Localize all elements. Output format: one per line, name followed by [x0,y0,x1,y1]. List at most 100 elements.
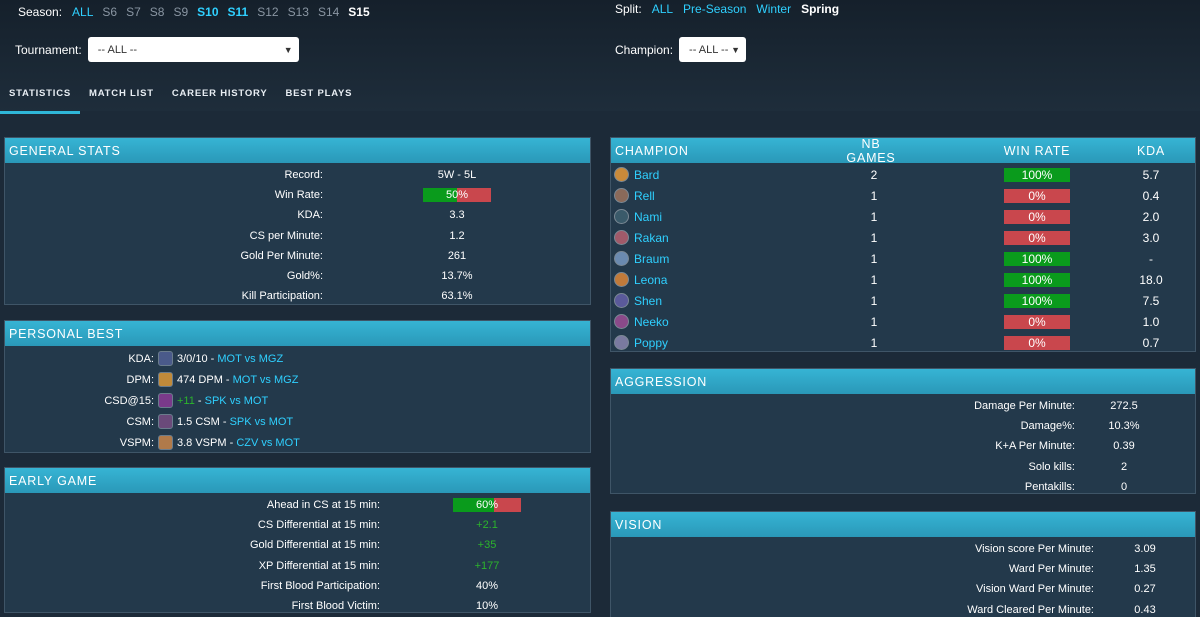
stat-row: XP Differential at 15 min: +177 [5,556,590,576]
tab-career-history[interactable]: CAREER HISTORY [171,88,268,99]
tournament-select-value: -- ALL -- [97,43,138,56]
split-option-spring[interactable]: Spring [801,2,840,16]
stat-value: +2.1 [476,519,498,532]
season-option-s13[interactable]: S13 [287,5,309,19]
stat-value: 40% [475,579,499,592]
tournament-filter: Tournament: -- ALL -- ▼ [15,37,299,62]
personal-best-row: CSD@15: +11 - SPK vs MOT [5,390,590,411]
personal-best-label: DPM: [126,373,155,386]
match-link[interactable]: SPK vs MOT [229,415,294,428]
champion-portrait-icon [614,272,629,287]
stat-row: Damage Per Minute: 272.5 [611,396,1195,416]
win-rate-bar: 50% [423,188,491,203]
games-count: 1 [870,230,878,245]
season-filter: Season: ALL S6 S7 S8 S9 S10 S11 S12 S13 S14 S15 [18,5,379,19]
stat-row: Damage%: 10.3% [611,416,1195,436]
stat-label: Gold Differential at 15 min: [249,539,380,552]
kda-value: 0.7 [1142,335,1160,350]
stat-label: Damage%: [1020,420,1075,433]
separator: - [226,436,237,449]
chevron-down-icon: ▼ [731,44,741,55]
champion-name-link[interactable]: Leona [634,272,668,287]
stat-value: 50% [445,189,469,202]
champion-name-link[interactable]: Neeko [634,314,669,329]
personal-best-value: 474 DPM [177,373,223,386]
stat-row: Win Rate: 50% [5,185,590,205]
stat-value: 261 [447,249,467,262]
champion-cell: Rakan [611,230,786,245]
champion-name-link[interactable]: Bard [634,167,660,182]
stat-row: First Blood Victim: 10% [5,596,590,616]
split-option-winter[interactable]: Winter [756,2,792,16]
season-option-s15[interactable]: S15 [348,5,370,19]
season-option-s10[interactable]: S10 [197,5,219,19]
champion-name-link[interactable]: Rakan [634,230,669,245]
season-option-s12[interactable]: S12 [257,5,279,19]
tournament-select[interactable]: -- ALL -- ▼ [87,37,299,62]
stat-value: 0.43 [1134,603,1156,616]
games-column-header: NB GAMES [846,136,896,165]
stat-label: Win Rate: [274,189,323,202]
champion-portrait-icon [614,209,629,224]
champion-row: Leona 1 100% 18.0 [611,269,1195,290]
bar-win-fill [423,188,457,203]
match-link[interactable]: SPK vs MOT [204,394,269,407]
champion-row: Poppy 1 0% 0.7 [611,332,1195,353]
champion-portrait-icon [614,251,629,266]
champion-select-value: -- ALL -- [689,43,729,56]
chevron-down-icon: ▼ [283,44,293,55]
champion-table-panel: CHAMPION NB GAMES WIN RATE KDA Bard 2 100%… [610,137,1196,352]
vision-title: VISION [611,512,1195,537]
stat-value: 63.1% [441,290,473,303]
tab-match-list[interactable]: MATCH LIST [89,88,154,99]
champion-row: Neeko 1 0% 1.0 [611,311,1195,332]
stat-value: 3.3 [449,209,465,222]
win-rate-badge: 0% [1004,209,1070,224]
separator: - [222,373,233,386]
split-option-all[interactable]: ALL [651,2,674,16]
match-link[interactable]: CZV vs MOT [236,436,300,449]
stat-row: Kill Participation: 63.1% [5,286,590,306]
games-count: 1 [870,251,878,266]
stat-row: CS per Minute: 1.2 [5,226,590,246]
champion-name-link[interactable]: Braum [634,251,670,266]
win-rate-badge: 0% [1004,335,1070,350]
stat-value: +35 [477,539,497,552]
bar-loss-fill [493,498,521,512]
stat-label: Pentakills: [1024,480,1075,493]
match-link[interactable]: MOT vs MGZ [217,352,284,365]
match-link[interactable]: MOT vs MGZ [232,373,299,386]
early-game-title: EARLY GAME [5,468,590,493]
champion-name-link[interactable]: Shen [634,293,663,308]
stat-label: Ward Cleared Per Minute: [967,603,1094,616]
season-option-s7[interactable]: S7 [126,5,141,19]
stat-value: 272.5 [1110,400,1138,412]
champion-name-link[interactable]: Nami [634,209,663,224]
filter-bar: Season: ALL S6 S7 S8 S9 S10 S11 S12 S13 S14 S15 Sp… [0,0,1200,114]
champion-name-link[interactable]: Poppy [634,335,669,350]
separator: - [207,352,218,365]
personal-best-label: CSM: [126,415,155,428]
tab-best-plays[interactable]: BEST PLAYS [285,88,353,99]
split-option-pre-season[interactable]: Pre-Season [683,2,747,16]
stat-row: Gold%: 13.7% [5,266,590,286]
champion-select[interactable]: -- ALL -- ▼ [679,37,747,62]
tab-statistics[interactable]: STATISTICS [0,82,81,114]
win-rate-badge: 0% [1004,188,1070,203]
champion-portrait-icon [614,293,629,308]
champion-portrait-icon [158,393,173,408]
stat-label: Ahead in CS at 15 min: [266,499,380,511]
champion-row: Braum 1 100% - [611,248,1195,269]
champion-cell: Shen [611,293,786,308]
season-option-s14[interactable]: S14 [317,5,340,19]
season-option-s9[interactable]: S9 [173,5,189,19]
season-option-s6[interactable]: S6 [102,5,118,19]
stat-label: Ward Per Minute: [1008,563,1094,576]
season-option-s8[interactable]: S8 [149,5,165,19]
season-option-all[interactable]: ALL [72,5,94,19]
season-option-s11[interactable]: S11 [227,5,249,19]
champion-name-link[interactable]: Rell [634,188,655,203]
aggression-panel: AGGRESSION Damage Per Minute: 272.5 Damage… [610,368,1196,494]
win-rate-badge: 100% [1004,272,1070,287]
personal-best-label: VSPM: [119,436,154,449]
